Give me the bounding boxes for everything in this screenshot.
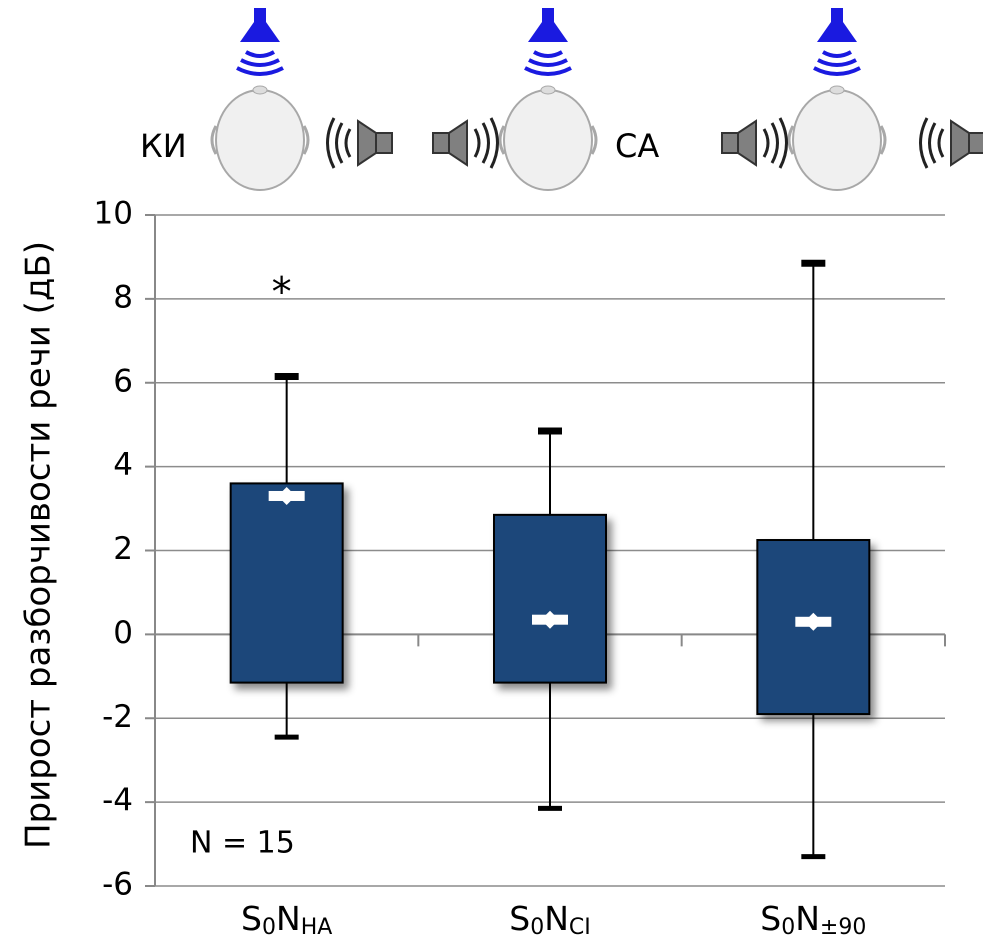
x-tick-label-part: N bbox=[276, 899, 301, 938]
y-tick-label: 2 bbox=[113, 531, 133, 567]
x-tick-label-part: 0 bbox=[262, 915, 276, 940]
y-tick-label: 6 bbox=[113, 363, 133, 399]
annotation: * bbox=[272, 270, 292, 316]
x-tick-label-part: S bbox=[760, 899, 781, 938]
y-axis-label: Прирост разборчивости речи (дБ) bbox=[19, 241, 59, 849]
x-tick-label-part: N bbox=[544, 899, 569, 938]
x-tick-label-part: S bbox=[241, 899, 262, 938]
box bbox=[229, 482, 344, 684]
x-tick-label-part: N bbox=[795, 899, 820, 938]
y-tick-label: 0 bbox=[113, 615, 133, 651]
y-tick-label: -2 bbox=[102, 699, 133, 735]
icon-label: КИ bbox=[140, 127, 187, 165]
median-marker bbox=[277, 486, 296, 505]
y-tick-label: -4 bbox=[102, 783, 133, 819]
x-tick-label-part: S bbox=[509, 899, 530, 938]
box bbox=[493, 513, 607, 684]
x-tick-label-part: HA bbox=[301, 915, 333, 940]
median-marker bbox=[804, 612, 823, 631]
x-tick-label-part: 0 bbox=[530, 915, 544, 940]
annotation: N = 15 bbox=[190, 826, 295, 861]
x-tick-label: S0NHA bbox=[241, 899, 332, 941]
median-marker bbox=[541, 610, 559, 629]
y-tick-label: 8 bbox=[113, 279, 133, 315]
x-tick-label: S0NCI bbox=[509, 899, 591, 941]
x-tick-label-part: 0 bbox=[781, 915, 795, 940]
x-tick-label-part: ±90 bbox=[820, 915, 866, 940]
x-tick-label-part: CI bbox=[569, 915, 591, 940]
icon-label: СА bbox=[615, 127, 659, 165]
y-tick-label: 4 bbox=[113, 447, 133, 483]
y-tick-label: -6 bbox=[102, 867, 133, 903]
y-tick-label: 10 bbox=[94, 196, 133, 232]
x-tick-label: S0N±90 bbox=[760, 899, 866, 941]
icons: КИ СА bbox=[140, 6, 983, 192]
